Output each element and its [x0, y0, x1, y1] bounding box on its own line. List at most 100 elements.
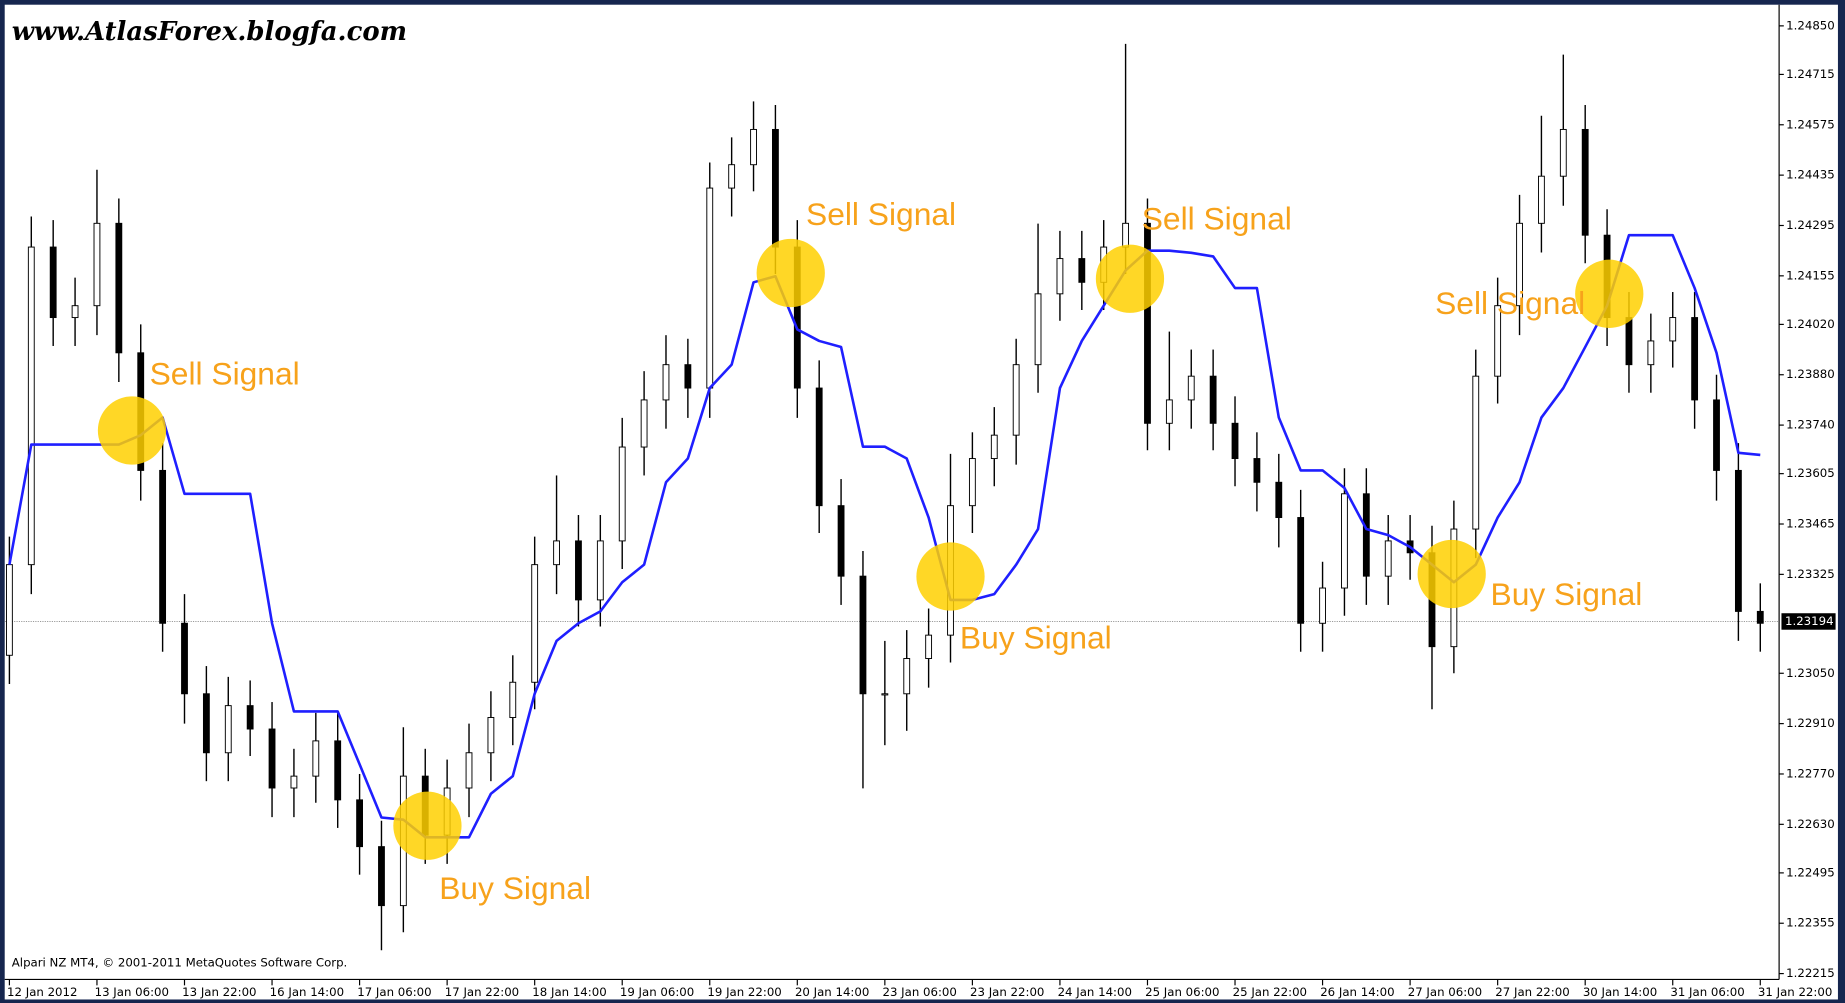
x-tick-label: 18 Jan 14:00	[532, 985, 606, 999]
candle-body	[1253, 458, 1261, 483]
candle-body	[990, 434, 998, 460]
signal-marker	[916, 542, 985, 611]
candle-body	[378, 846, 385, 907]
x-tick-label: 30 Jan 14:00	[1583, 985, 1657, 999]
candle-body	[1122, 222, 1130, 248]
candle-body	[1734, 469, 1742, 612]
price-label-box	[1781, 613, 1836, 630]
candle-body	[1362, 493, 1370, 577]
chart-background	[4, 4, 1838, 1000]
candle-body	[1669, 317, 1677, 342]
candle-body	[27, 246, 35, 566]
signal-marker	[393, 791, 462, 860]
candle-body	[881, 693, 889, 696]
x-tick-label: 13 Jan 22:00	[182, 985, 256, 999]
candle-body	[1384, 540, 1392, 577]
y-tick-label: 1.23050	[1786, 666, 1835, 680]
candle-body	[662, 364, 670, 401]
x-tick-label: 27 Jan 22:00	[1495, 985, 1569, 999]
candle-body	[115, 222, 123, 354]
candle-body	[181, 622, 188, 695]
x-tick-label: 17 Jan 06:00	[357, 985, 431, 999]
candle-body	[509, 681, 517, 718]
candle-body	[224, 705, 232, 754]
signal-label: Buy Signal	[439, 870, 591, 906]
candle-body	[618, 446, 626, 542]
candle-body	[1647, 340, 1655, 366]
y-tick-label: 1.22910	[1786, 716, 1835, 730]
x-tick-label: 12 Jan 2012	[7, 985, 77, 999]
signal-marker	[97, 396, 167, 465]
y-tick-label: 1.24155	[1786, 268, 1835, 282]
x-tick-label: 25 Jan 06:00	[1145, 985, 1219, 999]
x-tick-label: 16 Jan 14:00	[270, 985, 344, 999]
signal-marker	[756, 238, 825, 308]
candle-body	[1144, 222, 1151, 424]
candle-body	[356, 799, 363, 848]
candle-body	[465, 752, 473, 789]
candle-body	[1078, 258, 1086, 283]
candle-body	[334, 740, 342, 801]
candle-body	[1581, 128, 1589, 236]
candle-body	[1756, 610, 1764, 624]
y-tick-label: 1.24715	[1786, 67, 1835, 81]
candle-body	[968, 458, 976, 507]
x-tick-label: 17 Jan 22:00	[445, 985, 519, 999]
candle-body	[6, 564, 13, 656]
candle-body	[159, 469, 167, 624]
signal-label: Sell Signal	[1435, 285, 1585, 321]
candle-body	[290, 775, 298, 789]
candle-body	[1713, 399, 1720, 471]
candle-body	[684, 364, 692, 389]
x-tick-label: 26 Jan 14:00	[1320, 985, 1394, 999]
y-tick-label: 1.22630	[1786, 817, 1835, 831]
candle-body	[1319, 587, 1326, 624]
candle-body	[1275, 481, 1283, 519]
candle-body	[553, 540, 560, 566]
candle-body	[1625, 317, 1633, 366]
x-tick-label: 19 Jan 22:00	[707, 985, 781, 999]
candle-body	[859, 575, 867, 695]
x-tick-label: 31 Jan 22:00	[1758, 985, 1832, 999]
y-tick-label: 1.24295	[1786, 218, 1835, 232]
candle-body	[1472, 375, 1480, 530]
signal-marker	[1095, 244, 1165, 313]
y-tick-label: 1.24850	[1786, 18, 1835, 32]
candle-body	[487, 717, 495, 754]
y-tick-label: 1.22770	[1786, 766, 1835, 780]
x-tick-label: 13 Jan 06:00	[95, 985, 169, 999]
x-tick-label: 19 Jan 06:00	[620, 985, 694, 999]
candle-body	[640, 399, 648, 448]
candle-body	[596, 540, 604, 601]
candle-body	[1691, 317, 1699, 401]
price-label: 1.23194	[1785, 614, 1834, 628]
candle-body	[93, 222, 101, 307]
x-tick-label: 24 Jan 14:00	[1058, 985, 1132, 999]
y-tick-label: 1.23605	[1786, 466, 1835, 480]
signal-label: Buy Signal	[1491, 576, 1643, 612]
signal-marker	[1575, 259, 1644, 328]
candle-body	[1165, 399, 1173, 424]
candle-body	[1231, 422, 1239, 460]
candle-body	[246, 705, 254, 730]
y-tick-label: 1.22355	[1786, 916, 1835, 930]
candle-body	[903, 658, 911, 695]
candle-body	[1538, 175, 1545, 224]
signal-label: Buy Signal	[960, 619, 1112, 655]
candle-body	[575, 540, 582, 601]
candle-body	[815, 387, 823, 507]
footer: Alpari NZ MT4, © 2001-2011 MetaQuotes So…	[12, 955, 348, 969]
candle-body	[1034, 293, 1042, 366]
candle-body	[1559, 128, 1567, 177]
y-tick-label: 1.24020	[1786, 317, 1835, 331]
signal-label: Sell Signal	[806, 196, 956, 232]
candle-body	[49, 246, 57, 319]
candle-body	[1341, 493, 1348, 589]
candle-body	[1012, 364, 1020, 436]
candle-body	[202, 693, 210, 754]
signal-label: Sell Signal	[1142, 200, 1292, 236]
candle-body	[925, 634, 933, 659]
x-tick-label: 20 Jan 14:00	[795, 985, 869, 999]
y-tick-label: 1.24435	[1786, 168, 1835, 182]
